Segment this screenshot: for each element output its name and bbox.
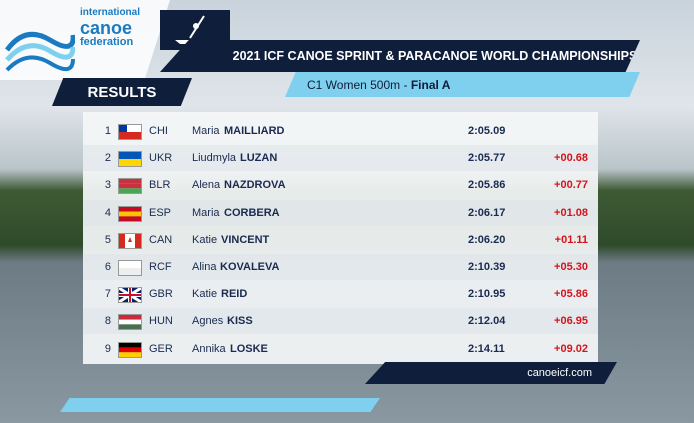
first-name: Alina [192, 261, 217, 273]
result-row: 9 GER Annika LOSKE 2:14.11 +09.02 [83, 336, 598, 362]
last-name: KOVALEVA [220, 261, 280, 273]
flag [118, 314, 142, 331]
time: 2:12.04 [468, 315, 506, 328]
last-name: VINCENT [221, 233, 270, 246]
last-name: MAILLIARD [224, 125, 285, 137]
last-name: LUZAN [240, 152, 278, 165]
rank: 8 [104, 315, 111, 328]
rank: 9 [104, 342, 111, 355]
event: C1 Women 500m - [307, 77, 411, 92]
title: 2021 ICF CANOE SPRINT & PARACANOE WORLD … [232, 49, 638, 63]
first-name: Agnes [192, 315, 224, 328]
flag [118, 287, 142, 304]
last-name: KISS [227, 315, 253, 328]
rank: 7 [104, 288, 111, 301]
time: 2:10.39 [468, 261, 506, 273]
event-bar: C1 Women 500m - Final A [285, 72, 640, 97]
time: 2:05.77 [468, 152, 506, 165]
rank: 6 [104, 261, 111, 273]
logo-text: federation [80, 36, 134, 48]
gap: +01.08 [554, 206, 588, 219]
rank: 1 [104, 125, 111, 137]
gap: +01.11 [554, 233, 588, 246]
time: 2:14.11 [468, 342, 505, 355]
first-name: Annika [192, 342, 226, 355]
result-row: 3 BLR Alena NAZDROVA 2:05.86 +00.77 [83, 172, 598, 198]
country: CAN [149, 233, 173, 246]
gap: +06.95 [554, 315, 588, 328]
time: 2:06.20 [468, 233, 506, 246]
footer-bar: canoeicf.com [365, 362, 617, 384]
last-name: LOSKE [230, 342, 268, 355]
logo: international canoe federation [0, 0, 170, 80]
logo-text: canoe [80, 18, 133, 38]
last-name: NAZDROVA [224, 179, 286, 192]
section-label: RESULTS [52, 78, 192, 106]
flag [118, 232, 142, 249]
flag [118, 341, 142, 358]
logo-waves [5, 31, 75, 72]
first-name: Katie [192, 288, 218, 301]
country: HUN [149, 315, 173, 328]
result-row: 8 HUN Agnes KISS 2:12.04 +06.95 [83, 308, 598, 335]
time: 2:05.86 [468, 179, 506, 192]
country: GER [149, 342, 173, 355]
result-row: 2 UKR Liudmyla LUZAN 2:05.77 +00.68 [83, 145, 598, 172]
country: CHI [149, 125, 168, 137]
time: 2:05.09 [468, 125, 506, 137]
first-name: Maria [192, 206, 220, 219]
result-row: 1 CHI Maria MAILLIARD 2:05.09 [83, 118, 598, 144]
results-table: 1 CHI Maria MAILLIARD 2:05.09 2 UKR Liudmyla LUZ… [83, 112, 598, 364]
country: GBR [149, 288, 173, 301]
country: UKR [149, 152, 173, 165]
result-row: 6 RCF Alina KOVALEVA 2:10.39 +05.30 [83, 254, 598, 280]
time: 2:10.95 [468, 288, 506, 301]
rank: 4 [104, 206, 111, 219]
result-row: 4 ESP Maria CORBERA 2:06.17 +01.08 [83, 199, 598, 226]
flag [118, 178, 142, 195]
section: RESULTS [87, 83, 157, 101]
country: RCF [149, 261, 172, 273]
site: canoeicf.com [527, 367, 592, 379]
flag [118, 151, 142, 168]
result-row: 5 CAN Katie VINCENT 2:06.20 +01.11 [83, 227, 598, 253]
result-row: 7 GBR Katie REID 2:10.95 +05.86 [83, 281, 598, 307]
flag [118, 124, 142, 140]
country: BLR [149, 179, 171, 192]
gap: +09.02 [554, 342, 588, 355]
flag [118, 205, 142, 222]
title-bar: 2021 ICF CANOE SPRINT & PARACANOE WORLD … [160, 40, 640, 72]
logo-text: international [80, 7, 141, 18]
flag [118, 260, 142, 276]
phase: Final A [410, 77, 451, 92]
gap: +05.30 [554, 261, 588, 273]
first-name: Liudmyla [192, 152, 237, 165]
gap: +05.86 [554, 288, 588, 301]
first-name: Katie [192, 233, 218, 246]
time: 2:06.17 [468, 206, 506, 219]
gap: +00.68 [554, 152, 588, 165]
rank: 2 [104, 152, 111, 165]
last-name: REID [221, 288, 248, 301]
rank: 3 [104, 179, 111, 192]
gap: +00.77 [554, 179, 588, 192]
last-name: CORBERA [224, 206, 280, 219]
first-name: Maria [192, 125, 220, 137]
rank: 5 [104, 233, 111, 246]
accent-strip [60, 398, 380, 412]
first-name: Alena [192, 179, 221, 192]
country: ESP [149, 206, 172, 219]
